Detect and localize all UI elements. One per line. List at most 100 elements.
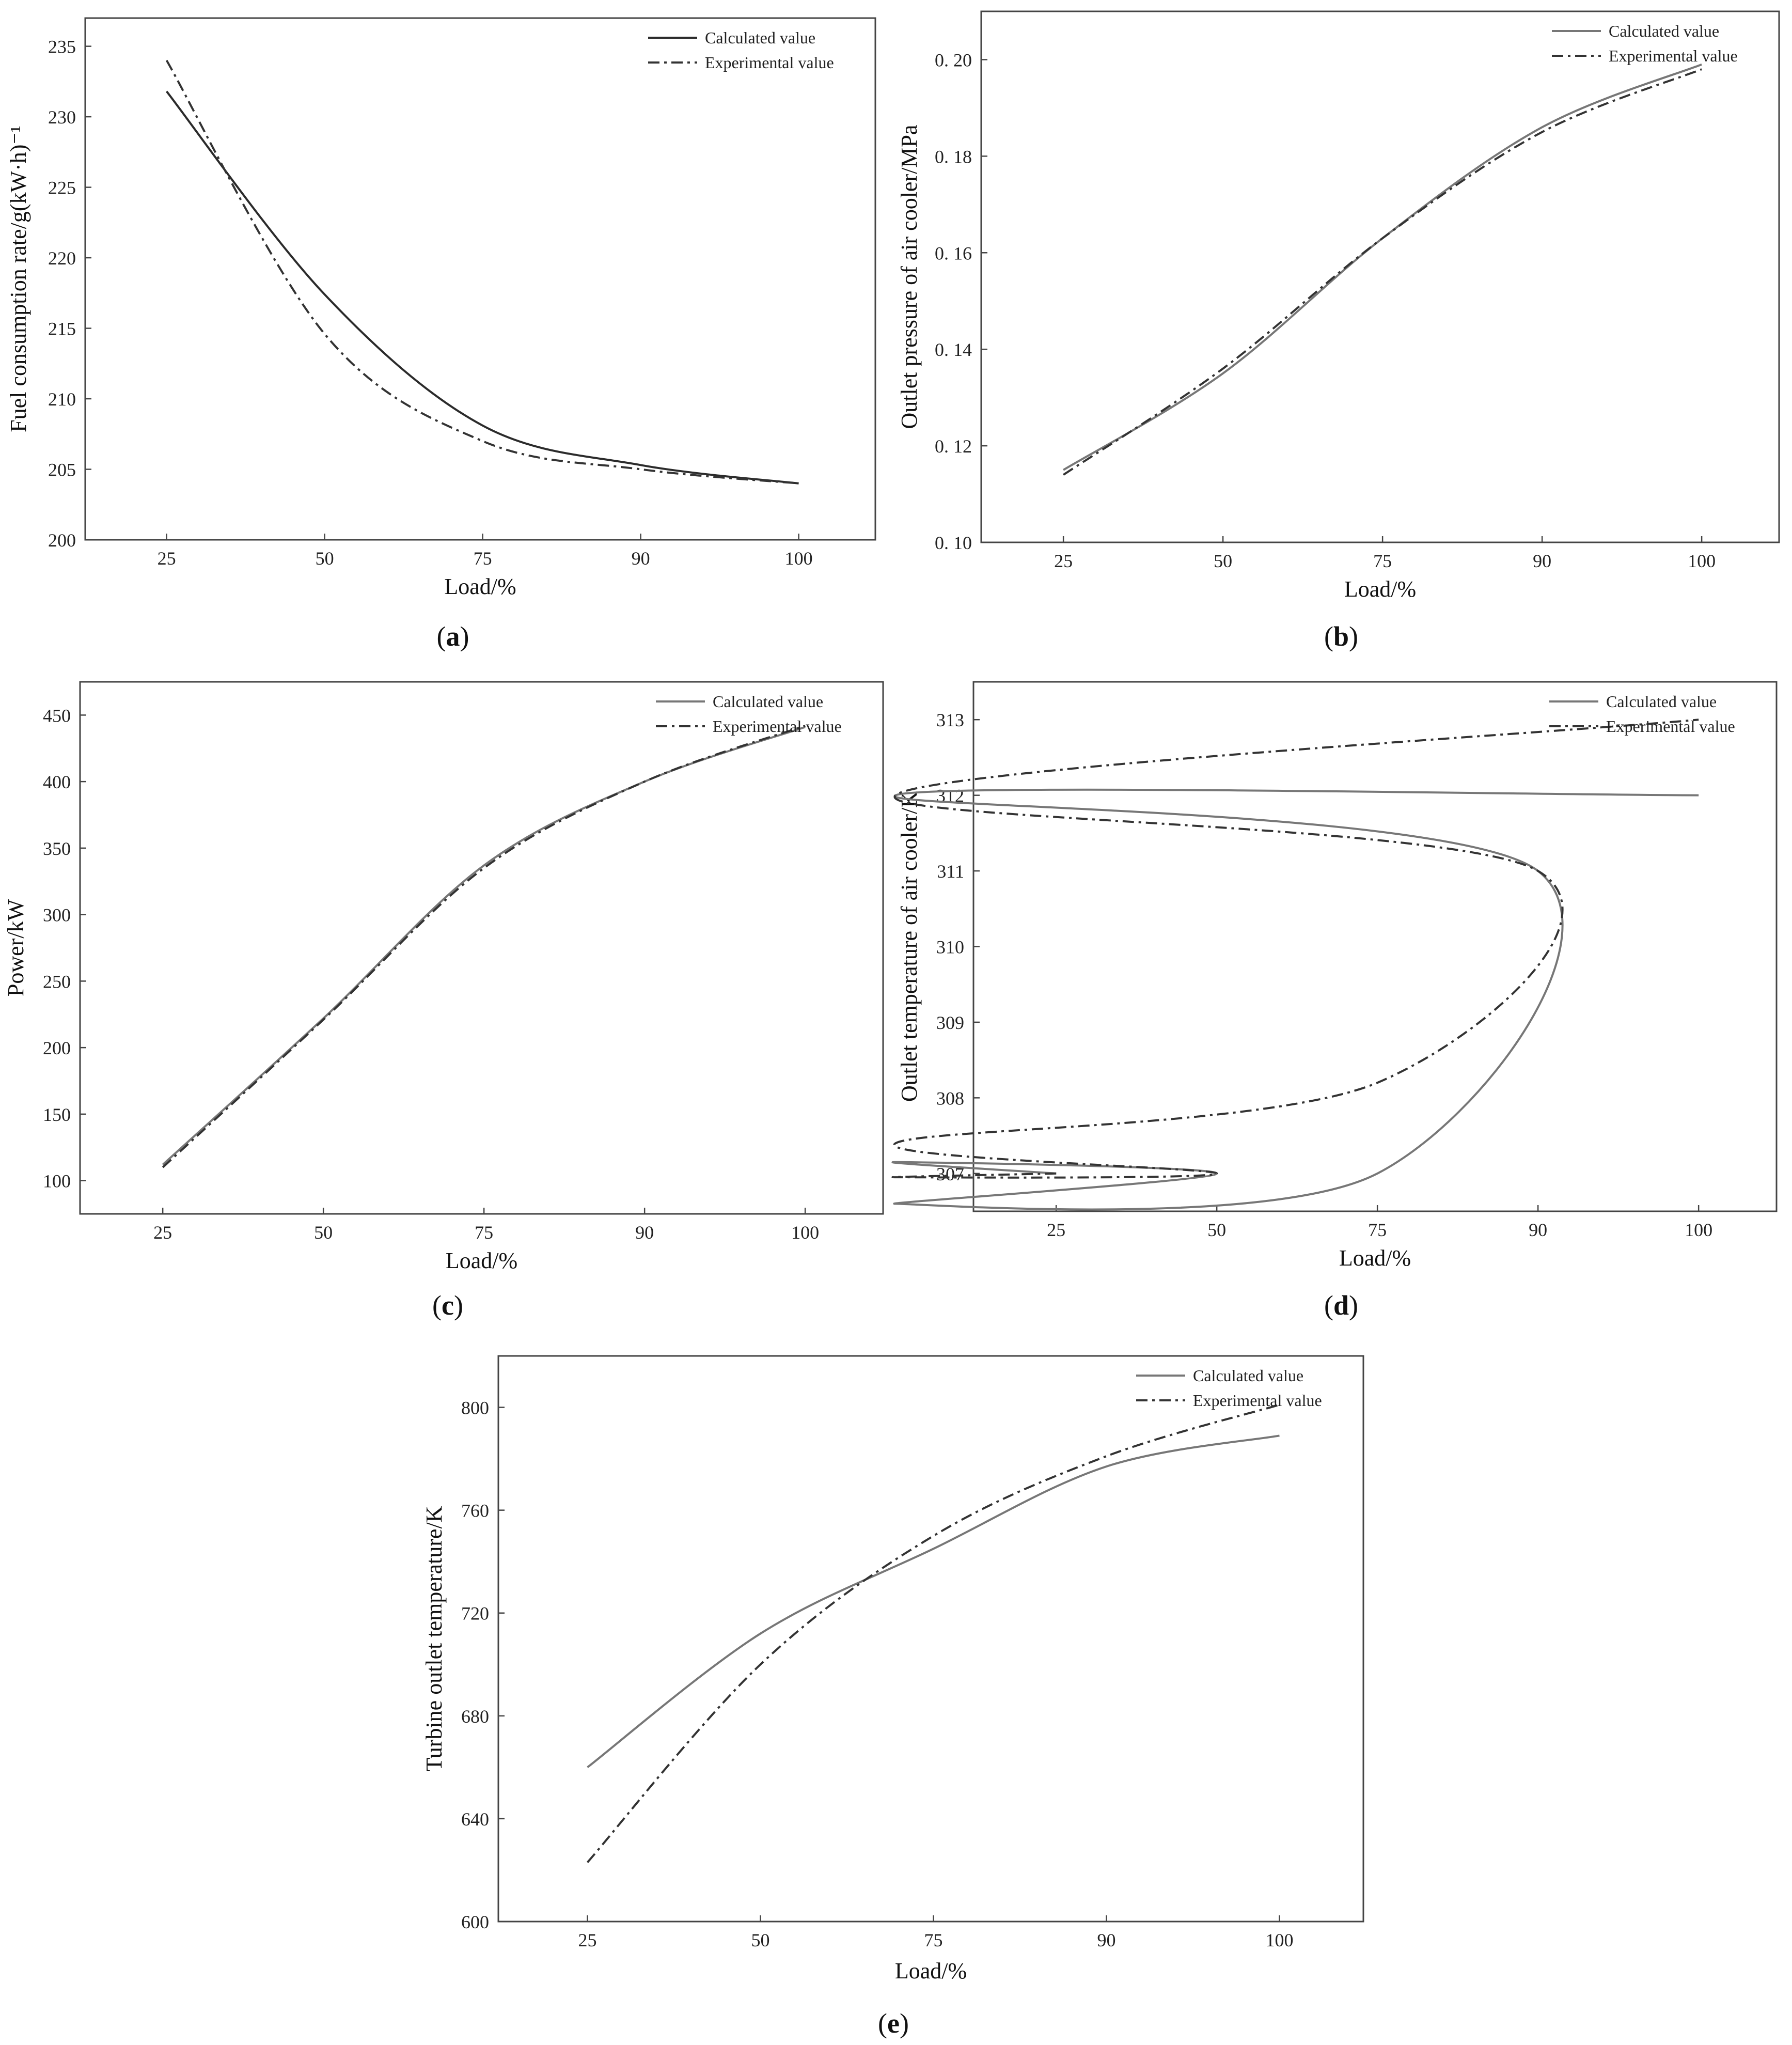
series-line-experimental [891,719,1699,1179]
plot-frame [972,681,1778,1212]
y-axis-label: Outlet pressure of air cooler/MPa [897,125,922,429]
y-tick-label: 0. 16 [935,243,972,263]
series-line-calculated [162,726,806,1166]
x-tick-label: 50 [314,1222,333,1243]
x-tick-label: 75 [1368,1220,1387,1240]
series-line-experimental [165,59,799,485]
y-tick-label: 313 [936,710,964,730]
panel-caption: (a) [437,621,469,652]
y-tick-label: 235 [48,37,76,57]
y-tick-label: 300 [43,905,71,926]
panel-caption-letter: e [887,2008,900,2039]
legend-label: Experimental value [705,53,834,72]
series-line-experimental [1062,68,1702,476]
y-tick-label: 800 [461,1398,489,1418]
x-tick-label: 25 [1054,551,1073,571]
legend-label: Experimental value [1606,717,1735,736]
series-line-calculated [891,788,1699,1211]
x-tick-label: 100 [791,1222,819,1243]
y-tick-label: 225 [48,178,76,198]
x-tick-label: 50 [751,1930,770,1950]
y-tick-label: 200 [48,530,76,551]
panel-caption: (b) [1324,621,1358,652]
y-axis-label: Turbine outlet temperature/K [421,1506,447,1771]
plot-frame [497,1355,1364,1923]
y-tick-label: 210 [48,389,76,410]
y-axis-label: Outlet temperature of air cooler/K [897,791,922,1102]
panel-caption-letter: b [1333,621,1349,652]
x-tick-label: 50 [1214,551,1232,571]
legend-label: Calculated value [1193,1366,1303,1385]
y-axis-label: Fuel consumption rate/g(kW·h)⁻¹ [6,126,31,432]
panel-caption-letter: a [446,621,460,652]
x-tick-label: 100 [1688,551,1716,571]
y-tick-label: 640 [461,1809,489,1830]
y-tick-label: 310 [936,937,964,958]
x-tick-label: 75 [1373,551,1392,571]
x-tick-label: 90 [632,548,650,569]
x-tick-label: 25 [153,1222,172,1243]
y-tick-label: 309 [936,1012,964,1033]
y-tick-label: 230 [48,107,76,128]
plot-frame [980,10,1780,543]
y-tick-label: 311 [937,861,964,882]
x-axis-label: Load/% [444,574,516,599]
chart-panel-e: 25 50 75 90 100 600 640 680 720 760 800 Load/% Turbi… [421,1355,1364,2039]
x-axis-label: Load/% [446,1248,517,1273]
x-tick-label: 100 [1266,1930,1294,1950]
y-tick-label: 205 [48,460,76,480]
y-tick-label: 215 [48,319,76,339]
legend-label: Experimental value [713,717,842,736]
y-tick-label: 308 [936,1088,964,1109]
series-line-calculated [166,90,799,485]
plot-frame [84,17,876,541]
y-tick-label: 100 [43,1171,71,1192]
panel-caption: (d) [1324,1290,1358,1321]
y-tick-label: 150 [43,1104,71,1125]
series-line-calculated [1063,63,1702,471]
y-axis-label: Power/kW [3,899,28,996]
y-tick-label: 0. 18 [935,146,972,167]
x-tick-label: 75 [475,1222,493,1243]
x-tick-label: 100 [1685,1220,1712,1240]
chart-panel-a: 25 50 75 90 100 200 205 210 215 220 225 230 235 Load/… [6,17,876,652]
x-tick-label: 90 [1529,1220,1547,1240]
y-tick-label: 0. 12 [935,436,972,457]
chart-panel-d: 25 50 75 90 100307308309310311312313Load/%Ou… [891,681,1778,1321]
chart-panel-c: 25 50 75 90 100 100 150 200 250 300 350 400 450 Load/… [3,681,884,1321]
series-line-calculated [587,1434,1280,1768]
legend-label: Calculated value [713,692,823,711]
plot-frame [79,681,884,1215]
x-tick-label: 25 [578,1930,597,1950]
x-tick-label: 75 [474,548,492,569]
x-tick-label: 25 [1047,1220,1065,1240]
y-tick-label: 0. 20 [935,50,972,70]
panel-caption: (c) [432,1290,463,1321]
x-tick-label: 90 [1097,1930,1116,1950]
y-tick-label: 760 [461,1501,489,1521]
panel-caption: (e) [878,2008,909,2039]
y-tick-label: 0. 14 [935,339,972,360]
x-tick-label: 75 [924,1930,943,1950]
y-tick-label: 450 [43,705,71,726]
x-tick-label: 100 [785,548,813,569]
series-line-experimental [586,1403,1280,1863]
y-tick-label: 400 [43,772,71,792]
legend-label: Experimental value [1193,1391,1322,1410]
y-tick-label: 200 [43,1038,71,1058]
x-tick-label: 50 [1207,1220,1226,1240]
legend-label: Calculated value [705,28,815,47]
legend-label: Calculated value [1606,692,1717,711]
y-tick-label: 250 [43,971,71,992]
legend-label: Experimental value [1609,46,1738,65]
x-tick-label: 25 [158,548,176,569]
panel-caption-letter: c [442,1290,454,1321]
y-tick-label: 350 [43,838,71,859]
x-axis-label: Load/% [895,1958,967,1984]
chart-panel-b: 25 50 75 90 100 0. 10 0. 12 0. 14 0. 16 0. 18 0. 2… [897,10,1780,652]
x-tick-label: 90 [1533,551,1551,571]
x-tick-label: 50 [316,548,334,569]
x-axis-label: Load/% [1339,1245,1411,1271]
